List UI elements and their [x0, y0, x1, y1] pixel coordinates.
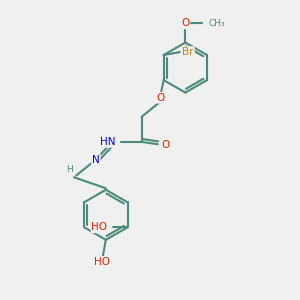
Text: H: H	[66, 165, 73, 174]
Text: HN: HN	[100, 137, 115, 147]
Text: N: N	[92, 154, 100, 165]
Text: O: O	[181, 18, 190, 28]
Text: HO: HO	[92, 222, 107, 232]
Text: Br: Br	[182, 47, 194, 57]
Text: HO: HO	[94, 257, 110, 267]
Text: O: O	[157, 93, 165, 103]
Text: O: O	[161, 140, 169, 150]
Text: CH₃: CH₃	[209, 19, 226, 28]
